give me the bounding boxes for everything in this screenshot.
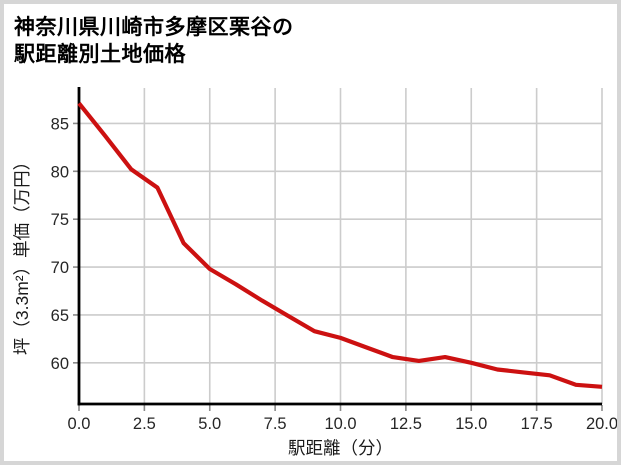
chart-title: 神奈川県川崎市多摩区栗谷の 駅距離別土地価格 bbox=[14, 14, 294, 68]
chart-title-line2: 駅距離別土地価格 bbox=[14, 43, 186, 66]
x-tick-label: 10.0 bbox=[324, 415, 356, 433]
y-tick-label: 65 bbox=[51, 307, 69, 325]
land-price-line-chart: 0.0 2.5 5.0 7.5 10.0 12.5 15.0 17.5 20.0 60 65 70 75… bbox=[12, 87, 617, 458]
x-tick-label: 7.5 bbox=[264, 415, 287, 433]
x-tick-label: 2.5 bbox=[133, 415, 156, 433]
x-tick-label: 15.0 bbox=[455, 415, 487, 433]
y-tick-label: 80 bbox=[51, 163, 69, 181]
chart-title-line1: 神奈川県川崎市多摩区栗谷の bbox=[14, 16, 294, 39]
y-tick-label: 70 bbox=[51, 259, 69, 277]
y-tick-label: 85 bbox=[51, 115, 69, 133]
x-tick-label: 5.0 bbox=[198, 415, 221, 433]
x-tick-label: 20.0 bbox=[586, 415, 617, 433]
y-tick-label: 75 bbox=[51, 211, 69, 229]
x-tick-label: 12.5 bbox=[390, 415, 422, 433]
x-axis-label: 駅距離（分） bbox=[288, 438, 393, 458]
x-tick-label: 0.0 bbox=[68, 415, 91, 433]
y-axis-label: 坪（3.3m²）単価（万円） bbox=[12, 153, 32, 355]
y-tick-label: 60 bbox=[51, 355, 69, 373]
x-tick-label: 17.5 bbox=[521, 415, 553, 433]
price-line-series bbox=[77, 101, 603, 389]
